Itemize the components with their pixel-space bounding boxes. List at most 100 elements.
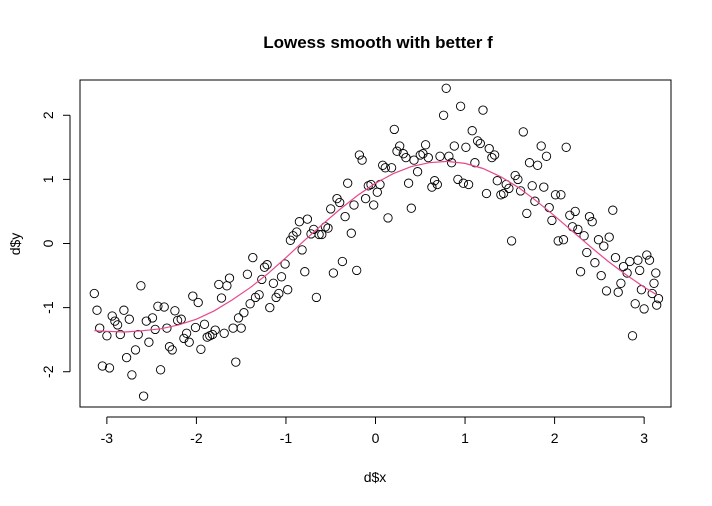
data-point	[506, 236, 517, 246]
data-point	[248, 252, 258, 263]
data-point	[233, 313, 244, 323]
data-point	[335, 197, 345, 208]
data-point	[639, 304, 649, 314]
data-point	[181, 328, 192, 338]
data-point	[366, 179, 376, 190]
data-point	[601, 286, 612, 296]
x-tick-label: 1	[461, 430, 469, 446]
data-point	[647, 288, 657, 299]
data-point	[159, 302, 169, 312]
data-point	[438, 110, 449, 120]
data-point	[380, 163, 390, 173]
data-point	[372, 187, 382, 197]
data-point	[231, 357, 241, 367]
data-point	[326, 204, 336, 214]
data-point	[274, 288, 284, 299]
data-point	[147, 313, 158, 323]
data-point	[228, 323, 238, 333]
data-point	[635, 265, 645, 276]
data-point	[504, 183, 514, 194]
data-point	[155, 365, 166, 375]
data-point	[455, 101, 466, 111]
data-point	[553, 236, 563, 246]
data-point	[584, 211, 595, 222]
data-point	[596, 270, 606, 281]
data-point	[524, 158, 535, 168]
data-point	[328, 268, 339, 278]
x-tick-label: 0	[372, 430, 380, 446]
data-point	[153, 301, 163, 311]
data-point	[196, 344, 206, 354]
data-point	[302, 214, 313, 224]
data-point	[558, 235, 569, 245]
data-point	[633, 255, 643, 265]
data-point	[556, 190, 566, 200]
data-point	[205, 331, 215, 341]
data-point	[104, 363, 115, 373]
data-point	[265, 302, 275, 313]
data-point	[570, 206, 580, 217]
x-tick-label: -3	[101, 430, 114, 446]
data-point	[257, 274, 267, 285]
data-point	[317, 229, 327, 240]
data-point	[449, 141, 459, 151]
data-point	[652, 300, 662, 310]
data-point	[582, 247, 592, 258]
data-point	[547, 215, 557, 226]
x-tick-label: -1	[280, 430, 293, 446]
data-point	[141, 316, 151, 326]
data-point	[112, 320, 123, 330]
data-point	[311, 292, 322, 303]
data-point	[119, 305, 129, 315]
y-tick-label: 2	[40, 111, 56, 119]
data-point	[242, 269, 253, 279]
data-point	[444, 151, 454, 161]
data-point	[346, 228, 356, 238]
data-point	[461, 142, 471, 152]
data-point	[513, 174, 523, 185]
data-point	[522, 208, 532, 219]
data-point	[383, 213, 393, 223]
data-point	[352, 265, 362, 276]
data-point	[349, 200, 359, 210]
data-point	[395, 141, 405, 151]
data-point	[97, 361, 108, 371]
data-point	[515, 186, 526, 196]
y-tick-label: 0	[40, 239, 56, 247]
data-point	[420, 140, 431, 150]
data-point	[259, 262, 270, 272]
data-point	[340, 211, 350, 222]
data-point	[544, 202, 554, 213]
data-point	[124, 314, 134, 324]
data-point	[593, 235, 604, 245]
data-point	[610, 252, 621, 263]
data-point	[360, 193, 371, 204]
data-point	[369, 200, 379, 210]
data-point	[95, 323, 105, 333]
data-point	[536, 141, 546, 151]
data-point	[472, 136, 483, 146]
data-point	[190, 322, 201, 333]
data-point	[389, 124, 399, 135]
data-point	[587, 217, 597, 227]
data-point	[239, 308, 249, 318]
data-point	[297, 245, 307, 255]
data-point	[188, 291, 198, 301]
data-point	[323, 223, 333, 233]
data-point	[294, 217, 305, 227]
data-point	[630, 299, 640, 309]
data-point	[409, 155, 419, 165]
data-point	[432, 179, 442, 190]
data-point	[530, 196, 540, 206]
data-point	[136, 281, 146, 291]
data-point	[222, 281, 232, 291]
data-point	[518, 127, 528, 137]
data-point	[193, 297, 203, 308]
data-point	[164, 342, 175, 352]
data-point	[590, 258, 600, 268]
data-point	[386, 163, 397, 173]
data-point	[532, 160, 543, 170]
data-point	[300, 267, 310, 277]
data-point	[337, 256, 348, 267]
